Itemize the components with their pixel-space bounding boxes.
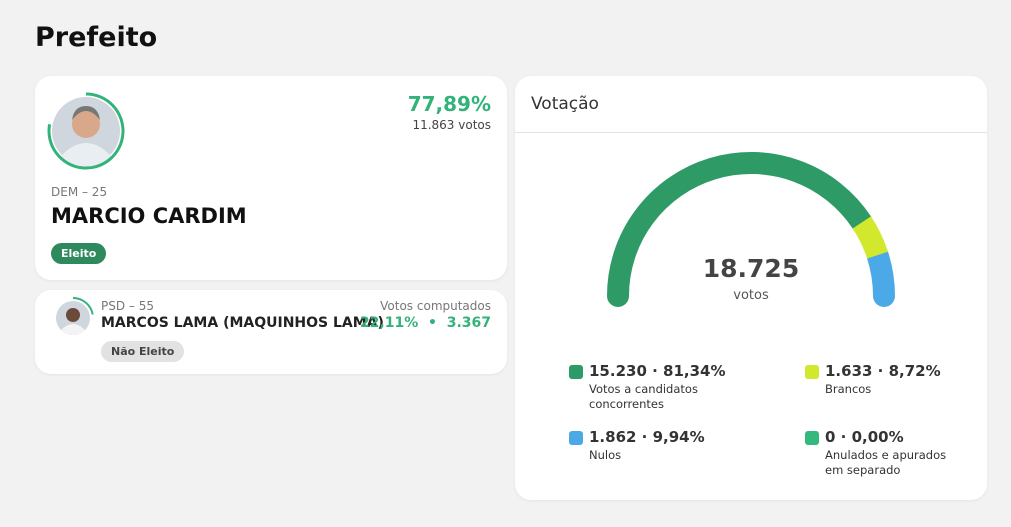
shirt bbox=[61, 143, 111, 167]
legend-label: Nulos bbox=[589, 448, 622, 462]
page-title: Prefeito bbox=[35, 22, 158, 53]
legend-item: 0 · 0,00% Anulados e apurados em separado bbox=[805, 428, 955, 477]
votes: 11.863 votos bbox=[412, 118, 491, 132]
share: 77,89% bbox=[407, 92, 491, 116]
legend-swatch bbox=[805, 365, 819, 379]
votes: 3.367 bbox=[446, 315, 491, 331]
shirt bbox=[61, 324, 85, 335]
legend-swatch bbox=[569, 365, 583, 379]
divider bbox=[515, 132, 987, 133]
votes-card: Votação 18.725 votos 15.230 · 81,34% Voto… bbox=[515, 76, 987, 500]
votes-caption: Votos computados bbox=[380, 299, 491, 313]
legend-swatch bbox=[805, 431, 819, 445]
share-ring bbox=[47, 92, 125, 170]
winner-card: 77,89% 11.863 votos DEM – 25 MARCIO CARD… bbox=[35, 76, 507, 280]
legend-value: 1.633 · 8,72% bbox=[825, 362, 941, 380]
ring-group bbox=[47, 92, 125, 170]
legend-item: 15.230 · 81,34% Votos a candidatos concor… bbox=[569, 362, 726, 411]
card-title: Votação bbox=[531, 94, 599, 114]
legend-label: Anulados e apurados em separado bbox=[825, 448, 947, 477]
legend-item: 1.633 · 8,72% Brancos bbox=[805, 362, 955, 406]
total: 18.725 bbox=[702, 254, 800, 283]
legend-label: Brancos bbox=[825, 382, 872, 396]
candidate-name: MARCOS LAMA (MAQUINHOS LAMA) bbox=[101, 315, 384, 331]
candidate-card: PSD – 55 MARCOS LAMA (MAQUINHOS LAMA) Vo… bbox=[35, 290, 507, 374]
hair bbox=[72, 106, 100, 120]
gauge bbox=[607, 152, 895, 307]
ring-group bbox=[72, 297, 94, 315]
legend-label: Votos a candidatos concorrentes bbox=[589, 382, 698, 411]
gauge-segment bbox=[852, 216, 889, 259]
share: 22,11% bbox=[359, 315, 419, 331]
share-ring bbox=[72, 297, 94, 315]
party: DEM – 25 bbox=[51, 185, 108, 199]
gauge-segment bbox=[607, 152, 873, 307]
face bbox=[66, 308, 80, 322]
status-badge: Eleito bbox=[51, 243, 107, 264]
gauge-segment bbox=[866, 244, 895, 307]
share-votes: 22,11% • 3.367 bbox=[359, 315, 491, 331]
candidate-name: MARCIO CARDIM bbox=[51, 204, 247, 228]
photo bbox=[47, 92, 125, 170]
legend-value: 0 · 0,00% bbox=[825, 428, 904, 446]
legend-value: 1.862 · 9,94% bbox=[589, 428, 705, 446]
status-badge: Não Eleito bbox=[101, 341, 185, 362]
legend-swatch bbox=[569, 431, 583, 445]
photo bbox=[56, 297, 94, 335]
party: PSD – 55 bbox=[101, 299, 154, 313]
legend-value: 15.230 · 81,34% bbox=[589, 362, 726, 380]
legend-item: 1.862 · 9,94% Nulos bbox=[569, 428, 719, 472]
total-unit: votos bbox=[733, 288, 769, 303]
face bbox=[72, 110, 100, 138]
